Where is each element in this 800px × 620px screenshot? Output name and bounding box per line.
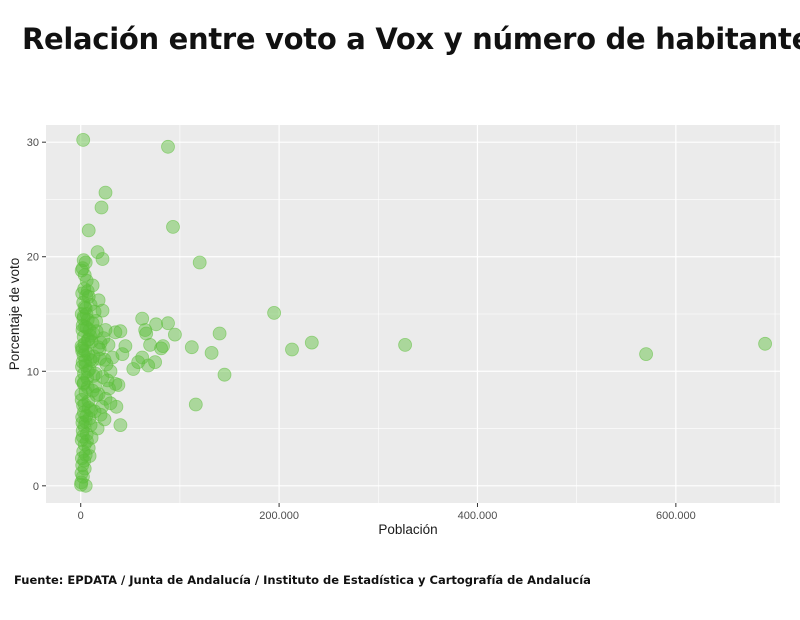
y-tick-label: 0 [33,481,39,493]
data-point [75,415,90,430]
data-point [285,342,299,357]
data-point [94,200,109,215]
data-point [76,398,90,413]
y-axis-title: Porcentaje de voto [7,258,22,371]
data-point [95,399,109,414]
data-point [95,303,110,318]
minor-gridlines [46,125,780,503]
x-tick-label: 200.000 [259,510,299,522]
data-point [148,355,163,370]
data-point [74,387,89,402]
y-axis-ticks: 0 10 20 30 [27,137,46,493]
data-point [135,311,150,326]
data-point [78,354,93,368]
data-point [90,245,105,260]
data-point [108,325,123,340]
data-point [77,300,92,315]
data-point [398,337,413,352]
data-point [141,358,156,373]
data-point [217,367,232,382]
data-point [75,429,90,444]
data-point [149,317,164,332]
x-axis-title: Población [378,522,437,537]
data-point [80,434,94,449]
data-point [76,132,91,147]
data-point [118,339,133,354]
data-point [74,477,88,492]
data-point [126,362,141,376]
data-point [81,223,96,238]
data-point [82,449,97,463]
y-tick-label: 30 [27,137,39,149]
data-point [304,335,319,350]
x-tick-label: 600.000 [656,510,696,522]
data-point [89,388,104,403]
x-tick-label: 0 [78,510,84,522]
x-axis-ticks: 0 200.000 400.000 600.000 [78,503,696,522]
data-point [101,337,116,352]
data-point [74,339,89,354]
data-point [95,252,110,266]
data-point [78,478,93,493]
data-point [109,399,124,414]
data-point [98,185,113,200]
data-point [81,394,96,409]
data-point [156,339,170,354]
data-point [161,139,175,154]
data-point [267,305,282,320]
data-point [113,418,128,433]
y-tick-label: 10 [27,366,39,378]
data-point [161,316,175,331]
data-point [76,469,90,484]
data-point [76,311,91,326]
data-points [74,132,772,493]
data-point [77,268,92,283]
data-point [76,376,91,391]
data-point [758,336,772,351]
data-point [184,340,199,355]
data-point [204,345,219,360]
x-tick-label: 400.000 [458,510,498,522]
data-point [75,451,89,466]
data-point [102,381,116,396]
data-point [75,343,89,358]
source-note: Fuente: EPDATA / Junta de Andalucía / In… [14,573,591,587]
data-point [192,255,207,270]
data-point [99,357,114,372]
data-point [79,408,94,423]
data-point [188,397,203,412]
data-point [103,364,118,379]
data-point [91,340,105,355]
data-point [154,341,169,356]
chart-title: Relación entre voto a Vox y número de ha… [22,22,800,56]
data-point [166,219,180,234]
data-point [167,327,182,342]
data-point [80,284,95,299]
data-point [212,326,227,341]
data-point [113,324,128,339]
data-point [115,347,130,362]
y-tick-label: 20 [27,252,39,264]
data-point [639,347,653,362]
